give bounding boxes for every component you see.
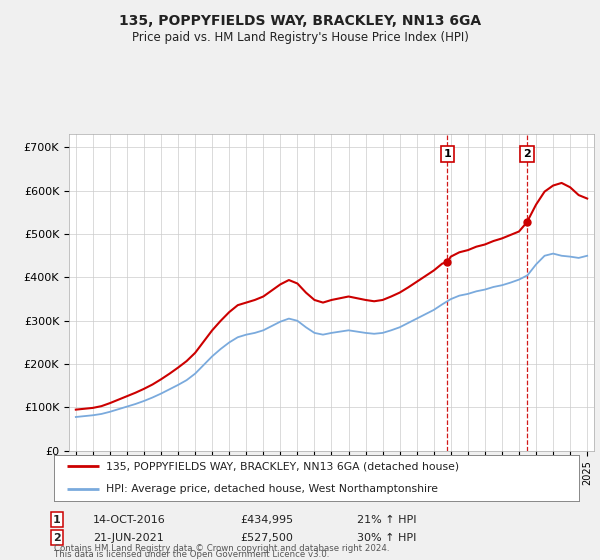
Text: 14-OCT-2016: 14-OCT-2016: [93, 515, 166, 525]
Text: Contains HM Land Registry data © Crown copyright and database right 2024.: Contains HM Land Registry data © Crown c…: [54, 544, 389, 553]
Text: 135, POPPYFIELDS WAY, BRACKLEY, NN13 6GA (detached house): 135, POPPYFIELDS WAY, BRACKLEY, NN13 6GA…: [107, 461, 460, 472]
Text: 2: 2: [53, 533, 61, 543]
Text: 2: 2: [523, 149, 531, 159]
Text: HPI: Average price, detached house, West Northamptonshire: HPI: Average price, detached house, West…: [107, 484, 439, 494]
Text: This data is licensed under the Open Government Licence v3.0.: This data is licensed under the Open Gov…: [54, 550, 329, 559]
Text: £527,500: £527,500: [240, 533, 293, 543]
Text: Price paid vs. HM Land Registry's House Price Index (HPI): Price paid vs. HM Land Registry's House …: [131, 31, 469, 44]
Text: 1: 1: [53, 515, 61, 525]
Text: 30% ↑ HPI: 30% ↑ HPI: [357, 533, 416, 543]
Text: 135, POPPYFIELDS WAY, BRACKLEY, NN13 6GA: 135, POPPYFIELDS WAY, BRACKLEY, NN13 6GA: [119, 14, 481, 28]
Text: 21% ↑ HPI: 21% ↑ HPI: [357, 515, 416, 525]
Text: 21-JUN-2021: 21-JUN-2021: [93, 533, 164, 543]
Text: 1: 1: [443, 149, 451, 159]
Text: £434,995: £434,995: [240, 515, 293, 525]
